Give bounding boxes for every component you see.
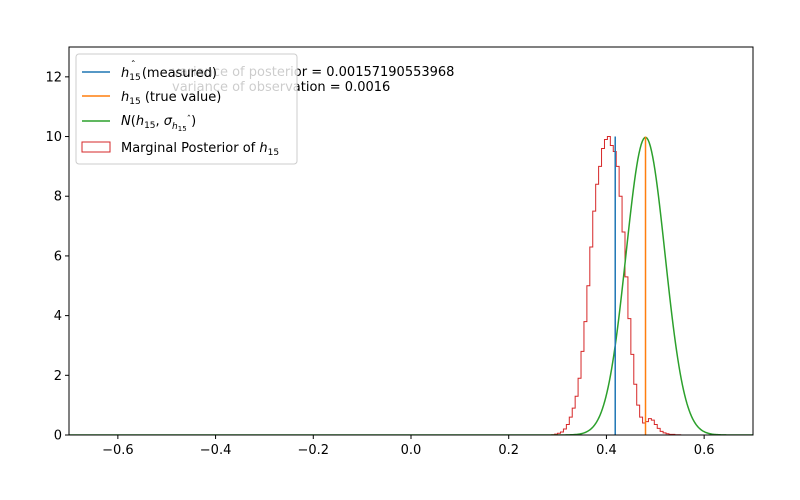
legend-swatch-posterior [81, 141, 111, 153]
y-tick-label: 10 [45, 130, 62, 145]
y-tick-label: 0 [54, 429, 62, 444]
x-axis: −0.6 −0.4 −0.2 0.0 0.2 0.4 0.6 [102, 435, 714, 458]
y-tick-label: 6 [54, 249, 62, 264]
x-tick-label: −0.4 [200, 443, 232, 458]
x-tick-label: 0.0 [401, 443, 422, 458]
y-tick-label: 4 [54, 309, 62, 324]
y-tick-label: 12 [45, 70, 62, 85]
legend-sub-true: 15 [129, 97, 140, 107]
x-tick-label: 0.4 [596, 443, 617, 458]
y-tick-label: 2 [54, 369, 62, 384]
y-tick-label: 8 [54, 190, 62, 205]
legend-h-measured: h [121, 66, 129, 81]
x-tick-label: 0.2 [498, 443, 519, 458]
legend-rest-true: (true value) [141, 90, 222, 105]
legend: h15̂ (measured) h15 (true value) N(h15, … [75, 53, 298, 165]
x-tick-label: −0.2 [297, 443, 329, 458]
x-tick-label: 0.6 [694, 443, 715, 458]
legend-rest-measured: (measured) [138, 66, 217, 81]
y-axis: 0 2 4 6 8 10 12 [45, 70, 69, 444]
posterior-histogram [551, 136, 687, 435]
legend-label-true-value: h15 (true value) [121, 90, 221, 107]
series-layer [69, 136, 753, 435]
normal-pdf-curve [69, 136, 753, 435]
legend-h-true: h [121, 90, 129, 105]
legend-label-posterior: Marginal Posterior of h15 [121, 141, 279, 158]
x-tick-label: −0.6 [102, 443, 134, 458]
legend-sub-measured: 15 [129, 73, 140, 83]
legend-box [75, 53, 298, 165]
